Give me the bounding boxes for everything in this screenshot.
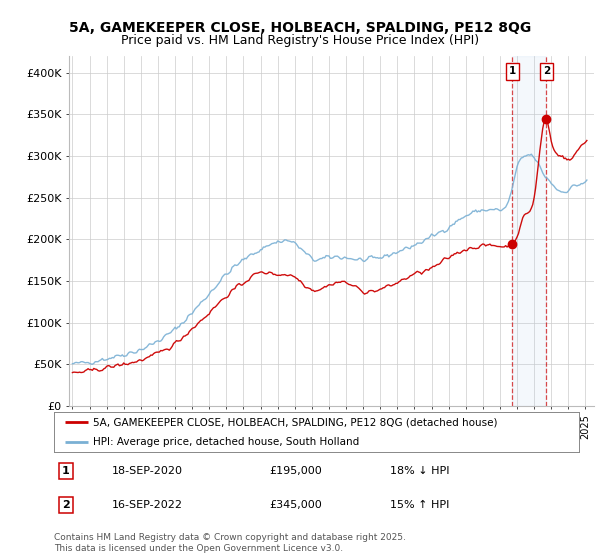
Text: Price paid vs. HM Land Registry's House Price Index (HPI): Price paid vs. HM Land Registry's House … bbox=[121, 34, 479, 46]
Text: 1: 1 bbox=[62, 466, 70, 476]
Bar bbox=[512, 56, 547, 406]
Text: £195,000: £195,000 bbox=[269, 466, 322, 476]
Text: £345,000: £345,000 bbox=[269, 500, 322, 510]
Text: 2: 2 bbox=[543, 67, 550, 77]
Text: 5A, GAMEKEEPER CLOSE, HOLBEACH, SPALDING, PE12 8QG: 5A, GAMEKEEPER CLOSE, HOLBEACH, SPALDING… bbox=[69, 21, 531, 35]
Text: 18% ↓ HPI: 18% ↓ HPI bbox=[390, 466, 449, 476]
Text: 18-SEP-2020: 18-SEP-2020 bbox=[112, 466, 183, 476]
Text: 16-SEP-2022: 16-SEP-2022 bbox=[112, 500, 183, 510]
Text: 1: 1 bbox=[509, 67, 516, 77]
Text: 15% ↑ HPI: 15% ↑ HPI bbox=[390, 500, 449, 510]
Text: HPI: Average price, detached house, South Holland: HPI: Average price, detached house, Sout… bbox=[94, 437, 359, 447]
Text: 5A, GAMEKEEPER CLOSE, HOLBEACH, SPALDING, PE12 8QG (detached house): 5A, GAMEKEEPER CLOSE, HOLBEACH, SPALDING… bbox=[94, 417, 498, 427]
Text: Contains HM Land Registry data © Crown copyright and database right 2025.
This d: Contains HM Land Registry data © Crown c… bbox=[54, 533, 406, 553]
Text: 2: 2 bbox=[62, 500, 70, 510]
